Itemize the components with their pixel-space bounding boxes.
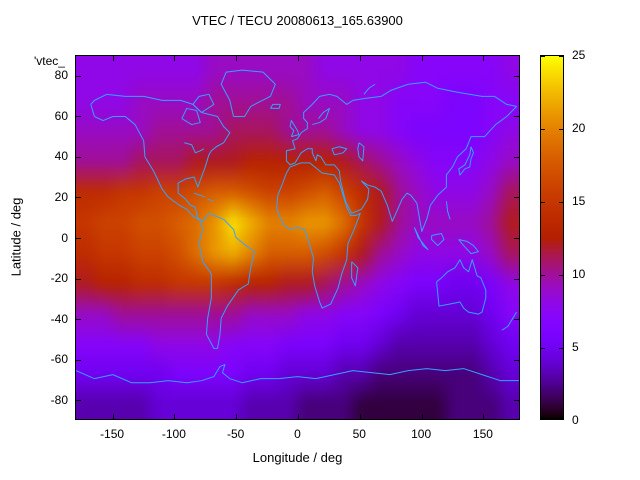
y-tick-label: 80 [54,68,68,83]
x-tickmark [421,414,423,419]
colorbar-tick-label: 5 [572,340,579,354]
x-tick-label: 100 [411,427,432,441]
coastline-path [76,365,519,383]
colorbar [540,55,564,420]
colorbar-tickmark [559,274,563,276]
x-tick-label: 150 [472,427,493,441]
x-tickmark [359,56,361,61]
x-axis-label: Longitude / deg [252,450,343,465]
colorbar-tickmark [541,201,545,203]
coastline-path [352,262,358,286]
coastline-path [270,104,280,108]
y-tickmark [514,278,519,280]
coastline-path [358,143,364,161]
x-tickmark [174,414,176,419]
x-tickmark [236,56,238,61]
coastline-path [446,201,450,219]
coastline-path [182,108,200,124]
coastline-path [184,143,204,153]
y-tickmark [76,319,81,321]
y-tick-label: 20 [54,189,68,204]
coastline-path [502,312,517,330]
y-tickmark [76,359,81,361]
colorbar-tickmark [559,56,563,57]
x-tickmark [174,56,176,61]
coastline-path [332,147,347,155]
y-tickmark [76,75,81,77]
y-tickmark [514,238,519,239]
colorbar-tickmark [541,347,545,349]
coastline-path [194,193,205,197]
x-tickmark [236,414,238,419]
colorbar-tickmark [541,274,545,276]
x-tickmark [483,56,485,61]
colorbar-tick-label: 25 [572,48,586,62]
colorbar-gradient-canvas [541,56,563,419]
y-tickmark [514,400,519,402]
y-tickmark [514,319,519,321]
colorbar-tick-label: 15 [572,194,586,208]
coastline-path [459,147,474,175]
y-tickmark [514,197,519,199]
x-tick-label: -100 [161,427,186,441]
y-tickmark [76,278,81,280]
y-tickmark [76,156,81,158]
colorbar-tick-label: 0 [572,413,579,427]
y-tick-label: 60 [54,108,68,123]
coastline-path [364,84,375,94]
y-tick-label: 0 [61,230,68,245]
colorbar-tickmark [541,56,545,57]
colorbar-tickmark [541,419,545,420]
y-tickmark [76,400,81,402]
legend-key-label: 'vtec_ [34,54,65,68]
y-tickmark [76,197,81,199]
y-tick-label: -20 [50,271,68,286]
coastline-path [312,108,329,124]
coastline-path [414,227,428,249]
y-tick-label: -80 [50,392,68,407]
coastline-overlay [76,56,519,419]
coastline-path [432,233,444,245]
colorbar-tick-label: 20 [572,121,586,135]
coastline-path [208,199,214,201]
plot-area [75,55,520,420]
x-tick-label: 50 [352,427,366,441]
x-tickmark [112,56,114,61]
x-tick-label: 0 [294,427,301,441]
coastline-path [286,82,516,231]
y-tickmark [514,156,519,158]
coastline-path [221,70,275,116]
coastline-path [459,240,479,254]
x-tick-label: -50 [227,427,245,441]
colorbar-tickmark [559,347,563,349]
x-tick-label: -150 [100,427,125,441]
heatmap-canvas [76,56,519,419]
coastline-path [193,94,214,112]
coastline-path [437,260,486,314]
y-tickmark [514,359,519,361]
x-tickmark [298,414,299,419]
colorbar-tickmark [559,419,563,420]
colorbar-tickmark [541,128,545,130]
colorbar-tick-label: 10 [572,267,586,281]
coastline-path [290,121,299,137]
y-tickmark [76,116,81,118]
x-tickmark [112,414,114,419]
colorbar-tickmark [559,201,563,203]
colorbar-tickmark [559,128,563,130]
y-tickmark [514,116,519,118]
x-tickmark [359,414,361,419]
x-tickmark [483,414,485,419]
coastline-path [277,163,361,308]
y-tickmark [76,238,81,239]
x-tickmark [421,56,423,61]
y-tickmark [514,75,519,77]
x-tickmark [298,56,299,61]
coastline-path [91,94,255,348]
y-tick-label: -40 [50,311,68,326]
y-tick-label: 40 [54,149,68,164]
y-tick-label: -60 [50,352,68,367]
chart-title: VTEC / TECU 20080613_165.63900 [192,13,403,28]
